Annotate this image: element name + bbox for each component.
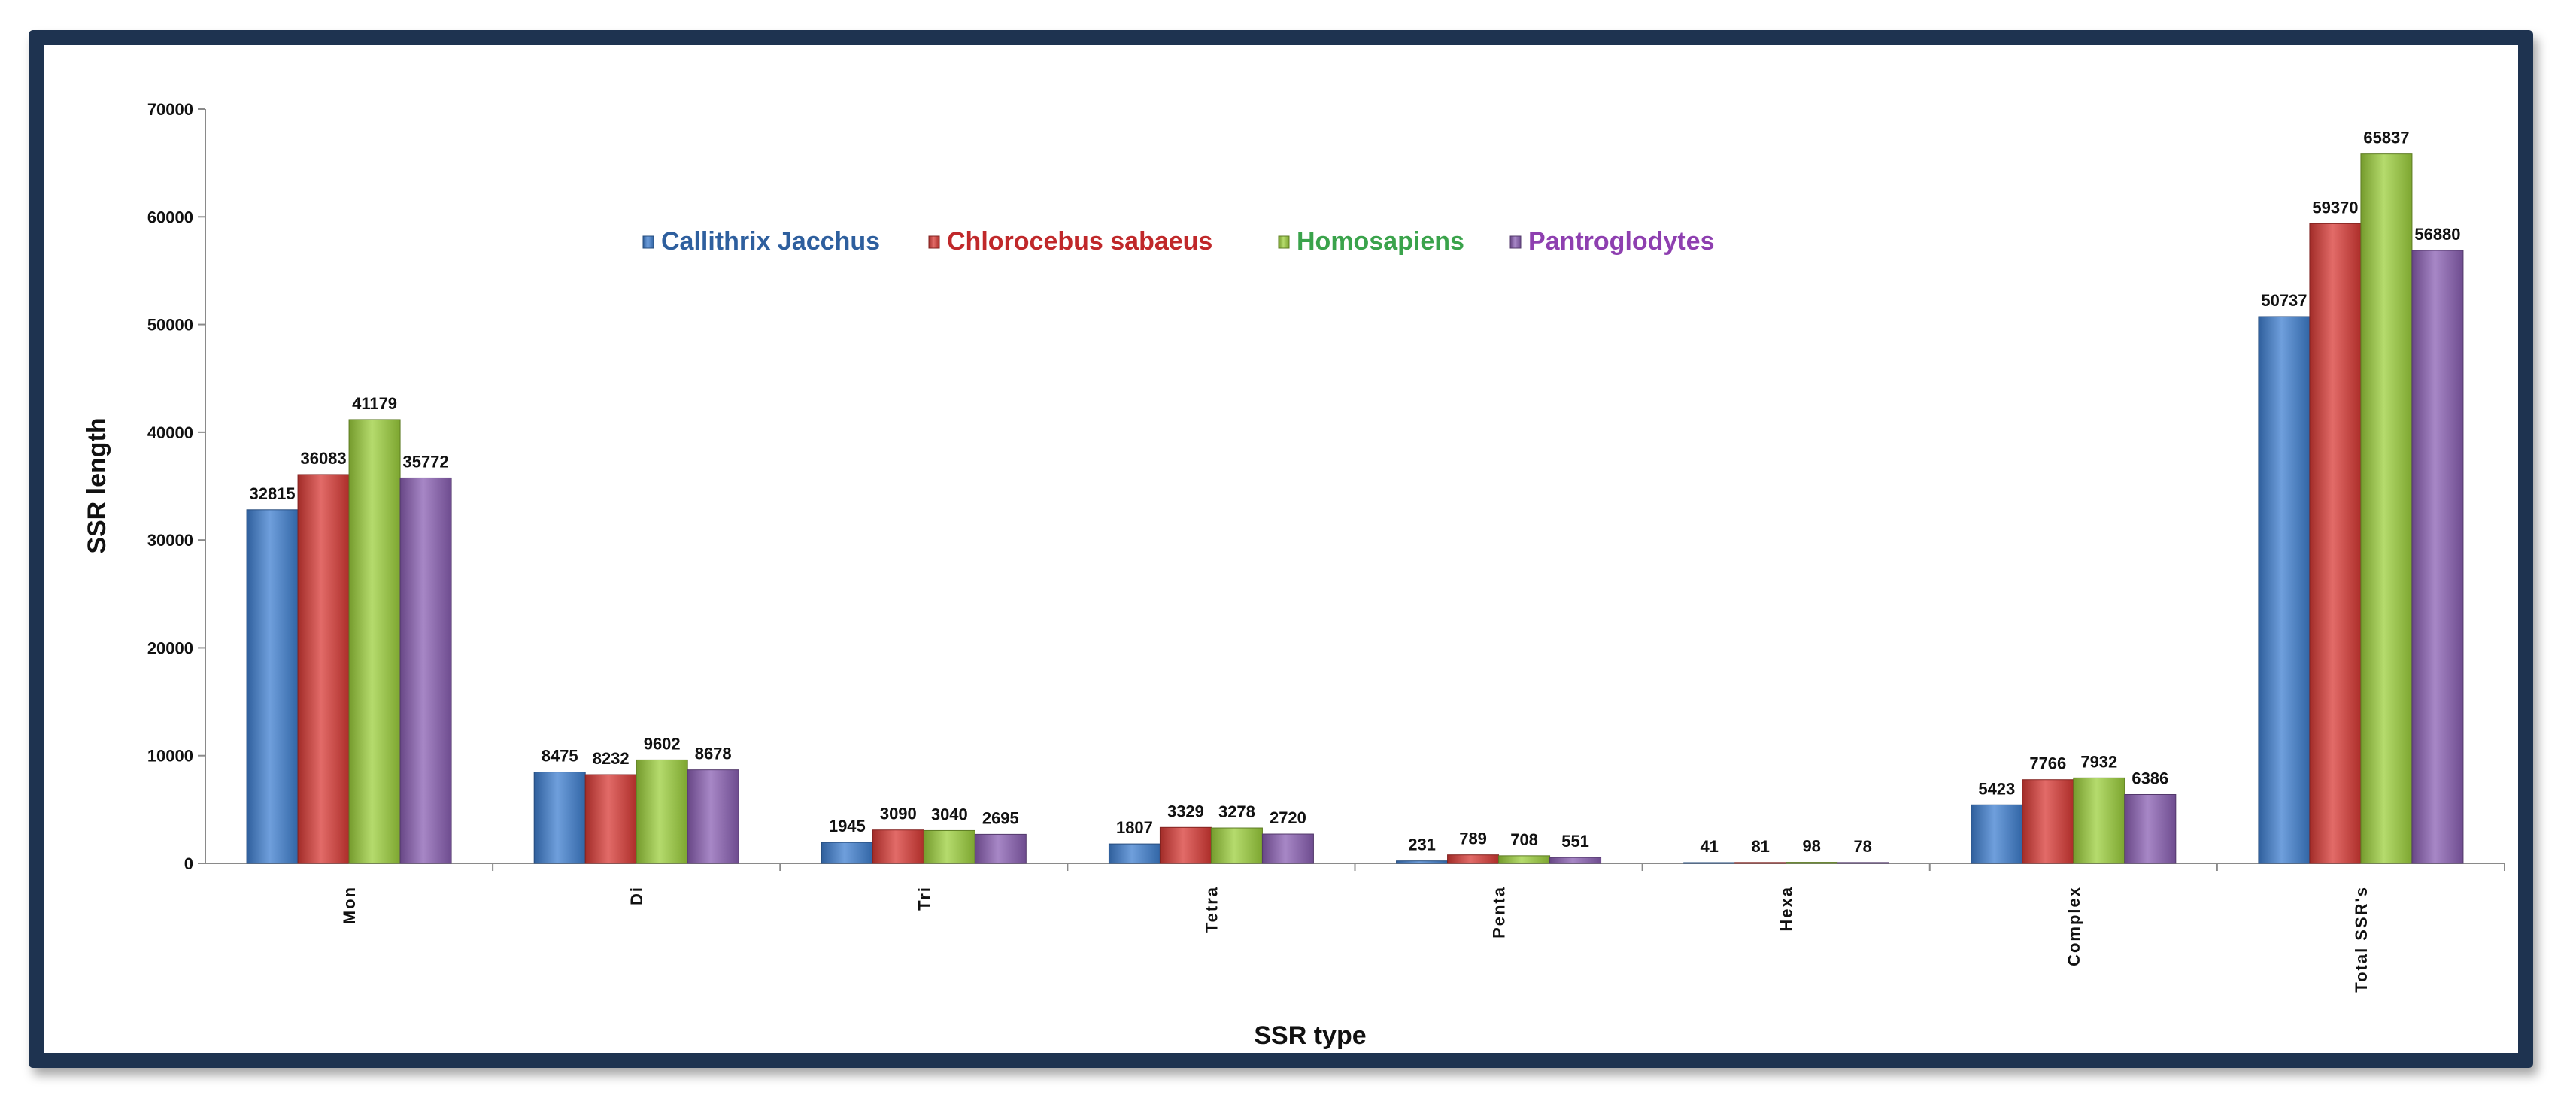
bar bbox=[399, 477, 452, 864]
bar bbox=[246, 509, 299, 864]
y-tick-label: 70000 bbox=[147, 100, 193, 119]
bar bbox=[348, 419, 401, 864]
bar bbox=[872, 829, 924, 864]
chart-panel bbox=[44, 45, 2518, 1053]
y-axis-title: SSR length bbox=[83, 417, 111, 553]
data-label: 551 bbox=[1561, 832, 1589, 851]
bar bbox=[1108, 843, 1161, 864]
bar bbox=[2258, 316, 2311, 864]
data-label: 3278 bbox=[1218, 802, 1255, 821]
data-label: 8678 bbox=[695, 745, 732, 763]
bar bbox=[2022, 779, 2074, 864]
bar bbox=[1549, 857, 1602, 864]
bar bbox=[2124, 793, 2177, 864]
legend-entry: Homosapiens bbox=[1297, 227, 1464, 256]
x-tick-label: Di bbox=[627, 886, 646, 905]
bar bbox=[821, 842, 873, 864]
bar bbox=[1396, 860, 1449, 864]
x-tick-label: Tetra bbox=[1202, 886, 1221, 933]
bar bbox=[1498, 855, 1551, 864]
x-tick-label: Tri bbox=[915, 886, 933, 911]
x-tick-label: Penta bbox=[1490, 886, 1509, 939]
bar bbox=[2073, 777, 2125, 864]
y-tick-label: 30000 bbox=[147, 531, 193, 550]
data-label: 56880 bbox=[2414, 225, 2460, 244]
data-label: 41179 bbox=[352, 394, 397, 413]
data-label: 3040 bbox=[931, 805, 968, 823]
bar bbox=[584, 774, 637, 864]
bar bbox=[2411, 250, 2464, 864]
data-label: 65837 bbox=[2363, 129, 2409, 147]
data-label: 1945 bbox=[829, 817, 866, 836]
legend-entry: Pantroglodytes bbox=[1528, 227, 1714, 256]
bar bbox=[533, 772, 586, 864]
bar bbox=[2309, 223, 2362, 864]
data-label: 36083 bbox=[300, 449, 346, 468]
legend-entry: Callithrix Jacchus bbox=[661, 227, 880, 256]
data-label: 7766 bbox=[2029, 754, 2066, 773]
data-label: 1807 bbox=[1116, 818, 1153, 837]
y-tick-label: 10000 bbox=[147, 747, 193, 766]
data-label: 5423 bbox=[1978, 779, 2015, 798]
data-label: 6386 bbox=[2131, 769, 2168, 787]
data-label: 708 bbox=[1510, 830, 1538, 849]
data-label: 231 bbox=[1408, 836, 1436, 854]
data-label: 98 bbox=[1802, 837, 1820, 856]
data-label: 2720 bbox=[1270, 808, 1306, 827]
y-tick-label: 60000 bbox=[147, 208, 193, 226]
x-axis-title: SSR type bbox=[1254, 1021, 1366, 1050]
bar bbox=[687, 769, 739, 864]
data-label: 35772 bbox=[402, 452, 448, 471]
data-label: 8232 bbox=[593, 749, 630, 768]
y-tick-label: 0 bbox=[184, 854, 193, 873]
data-label: 7932 bbox=[2080, 752, 2117, 771]
data-label: 9602 bbox=[644, 734, 681, 753]
x-tick-label: Total SSR's bbox=[2352, 886, 2371, 993]
data-label: 789 bbox=[1459, 829, 1487, 848]
legend-swatch bbox=[642, 235, 654, 249]
legend-swatch bbox=[1509, 235, 1522, 249]
bar bbox=[1159, 826, 1212, 864]
data-label: 8475 bbox=[542, 747, 578, 766]
data-label: 78 bbox=[1853, 837, 1871, 856]
y-tick-label: 20000 bbox=[147, 638, 193, 657]
legend-swatch bbox=[1278, 235, 1290, 249]
bar bbox=[1261, 833, 1314, 864]
x-tick-label: Mon bbox=[340, 886, 359, 924]
bar bbox=[923, 829, 975, 864]
data-label: 32815 bbox=[249, 484, 295, 503]
x-tick-label: Complex bbox=[2065, 886, 2083, 966]
y-tick-label: 50000 bbox=[147, 316, 193, 335]
bar bbox=[1447, 854, 1500, 864]
legend-entry: Chlorocebus sabaeus bbox=[947, 227, 1212, 256]
bar bbox=[2360, 153, 2413, 864]
bar bbox=[636, 759, 688, 864]
data-label: 50737 bbox=[2261, 291, 2307, 310]
y-tick-label: 40000 bbox=[147, 423, 193, 442]
bar bbox=[1971, 804, 2023, 864]
x-tick-label: Hexa bbox=[1777, 886, 1796, 932]
data-label: 59370 bbox=[2312, 198, 2358, 217]
data-label: 2695 bbox=[982, 808, 1019, 827]
legend-swatch bbox=[928, 235, 940, 249]
bar bbox=[297, 474, 350, 864]
bar bbox=[1210, 827, 1263, 864]
bar bbox=[974, 833, 1027, 864]
data-label: 3329 bbox=[1167, 802, 1204, 820]
data-label: 81 bbox=[1751, 837, 1769, 856]
data-label: 41 bbox=[1700, 837, 1718, 856]
data-label: 3090 bbox=[880, 805, 917, 823]
